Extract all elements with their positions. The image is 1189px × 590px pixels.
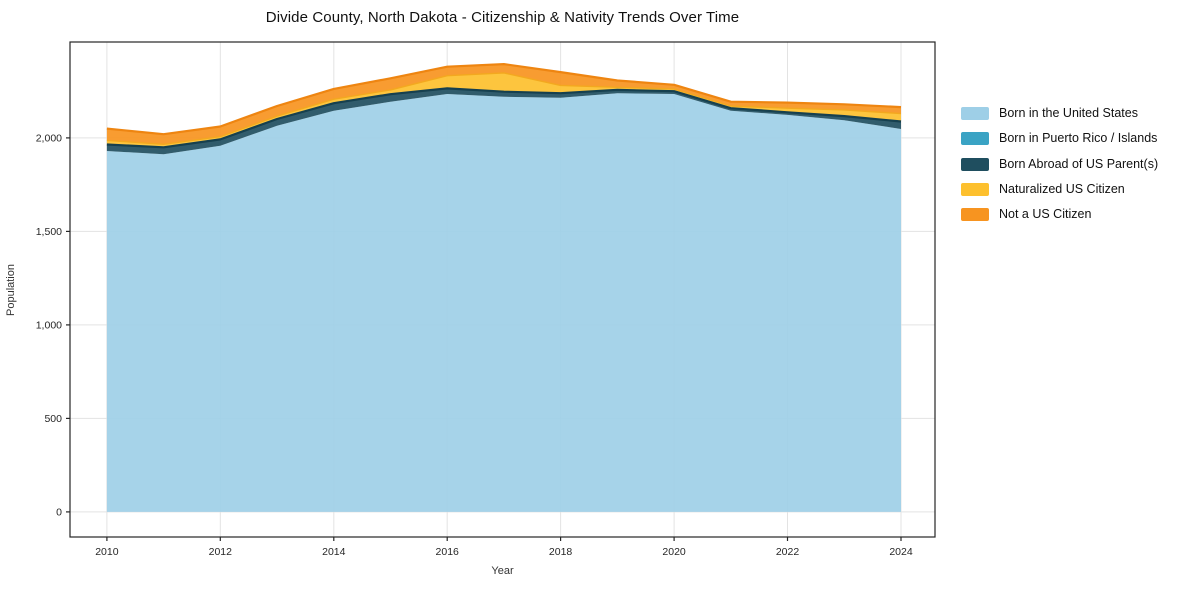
y-tick-label: 500 xyxy=(44,413,62,425)
legend-swatch-not-citizen xyxy=(961,208,989,222)
legend-item-born-us: Born in the United States xyxy=(961,107,1158,120)
legend-item-not-citizen: Not a US Citizen xyxy=(961,207,1158,222)
legend-swatch-born-abroad xyxy=(961,157,989,171)
y-tick-label: 2,000 xyxy=(36,132,62,144)
legend-label-not-citizen: Not a US Citizen xyxy=(999,207,1092,222)
y-tick-label: 1,500 xyxy=(36,226,62,238)
legend-label-puerto-rico: Born in Puerto Rico / Islands xyxy=(999,131,1158,146)
area-band-4 xyxy=(106,64,901,145)
x-tick-label: 2014 xyxy=(322,546,346,558)
band-edge-2 xyxy=(106,87,902,149)
legend-swatch-naturalized xyxy=(961,182,989,196)
plot-frame xyxy=(69,41,936,538)
y-axis-label: Population xyxy=(5,264,17,316)
legend-item-born-abroad: Born Abroad of US Parent(s) xyxy=(961,156,1159,171)
band-edge-3 xyxy=(106,72,902,146)
x-tick-label: 2018 xyxy=(549,546,573,558)
legend-item-puerto-rico: Born in Puerto Rico / Islands xyxy=(961,131,1158,146)
legend-label-naturalized: Naturalized US Citizen xyxy=(999,181,1125,196)
area-band-0 xyxy=(106,93,901,512)
x-tick-label: 2022 xyxy=(776,546,800,558)
legend-label-born-abroad: Born Abroad of US Parent(s) xyxy=(999,156,1159,171)
chart-title: Divide County, North Dakota - Citizenshi… xyxy=(265,9,740,26)
x-axis-label: Year xyxy=(491,565,514,577)
x-tick-label: 2020 xyxy=(662,546,686,558)
area-band-2 xyxy=(106,88,901,155)
x-tick-label: 2016 xyxy=(436,546,460,558)
y-tick-label: 0 xyxy=(56,506,62,518)
area-band-3 xyxy=(106,72,901,148)
x-tick-label: 2024 xyxy=(889,546,913,558)
legend-swatch-born-us xyxy=(961,107,989,120)
band-edge-4 xyxy=(106,62,902,136)
x-tick-label: 2012 xyxy=(209,546,233,558)
legend-swatch-puerto-rico xyxy=(961,132,989,146)
legend-item-naturalized: Naturalized US Citizen xyxy=(961,181,1158,196)
legend: Born in the United States Born in Puerto… xyxy=(961,107,1158,233)
y-tick-label: 1,000 xyxy=(36,319,62,331)
x-tick-label: 2010 xyxy=(95,546,119,558)
legend-label-born-us: Born in the United States xyxy=(999,106,1138,120)
